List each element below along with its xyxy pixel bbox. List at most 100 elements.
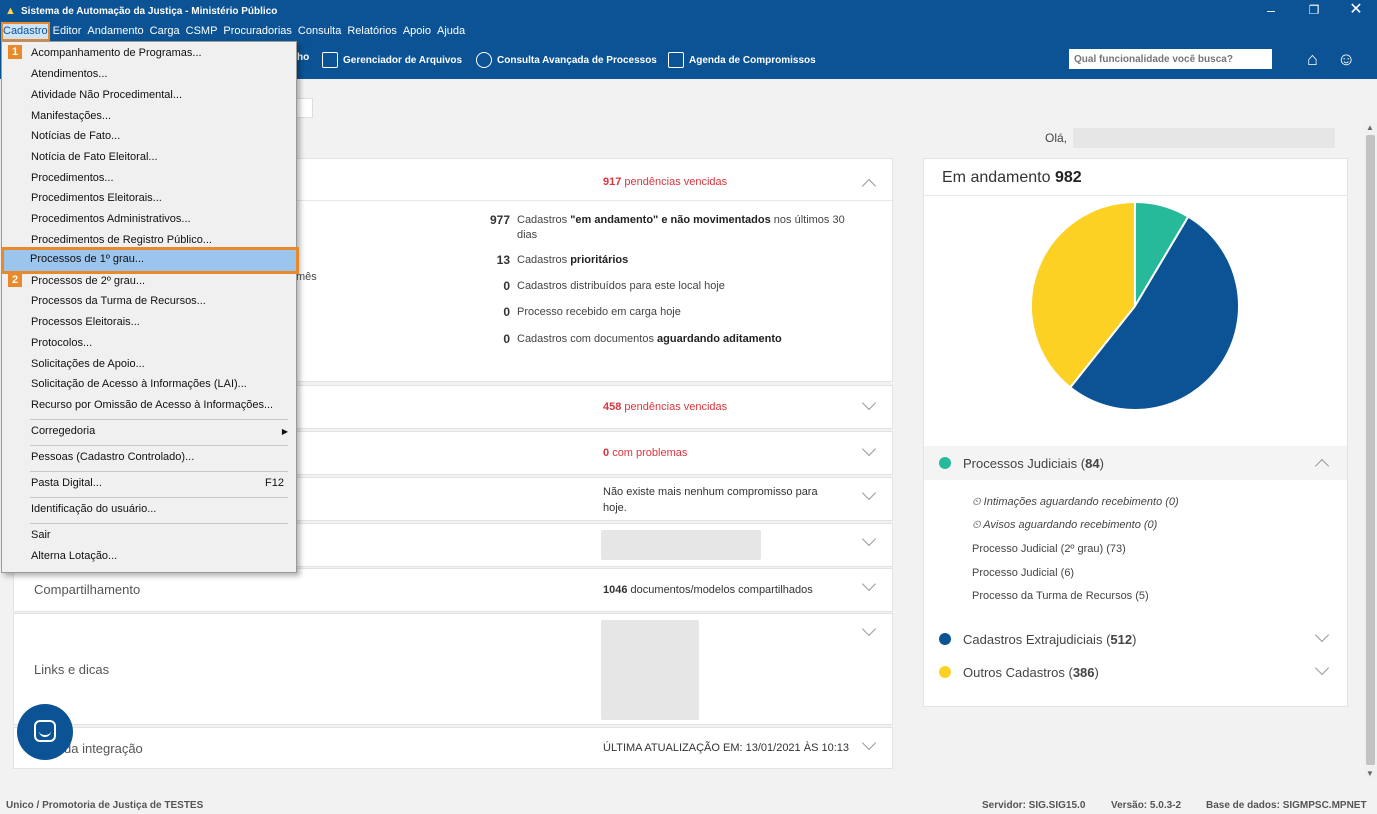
menu-item-protocolos[interactable]: Protocolos... [31, 337, 93, 349]
panel-integracao[interactable]: da integração ÚLTIMA ATUALIZAÇÃO EM: 13/… [13, 727, 893, 769]
chat-icon [34, 720, 56, 742]
expand-chevron-icon[interactable] [861, 485, 877, 501]
menu-item-acompanhamento[interactable]: Acompanhamento de Programas... [31, 47, 202, 59]
filter-input[interactable] [296, 98, 313, 118]
expand-chevron-icon[interactable] [861, 576, 877, 592]
pie-slice-cadastros-extrajudiciais[interactable] [1068, 215, 1240, 411]
menu-item-atendimentos[interactable]: Atendimentos... [31, 68, 108, 80]
home-icon[interactable]: ⌂ [1307, 49, 1318, 69]
panel-compartilhamento[interactable]: Compartilhamento 1046 documentos/modelos… [13, 568, 893, 612]
menu-item-processos-2grau[interactable]: Processos de 2º grau... [31, 275, 146, 287]
maximize-button[interactable]: ❐ [1308, 3, 1320, 17]
menu-item-identificacao[interactable]: Identificação do usuário... [31, 503, 157, 515]
close-button[interactable]: ✕ [1349, 1, 1363, 18]
scroll-down-icon[interactable]: ▼ [1366, 769, 1374, 778]
menu-item-sair[interactable]: Sair [31, 529, 51, 541]
scrollbar[interactable]: ▲ ▼ [1364, 123, 1377, 778]
status-bar: Unico / Promotoria de Justiça de TESTES … [0, 798, 1377, 814]
menu-item-corregedoria[interactable]: Corregedoria ▶ [4, 421, 294, 442]
cadastro-dropdown-menu: Acompanhamento de Programas... Atendimen… [1, 41, 299, 573]
expand-chevron-icon[interactable] [1314, 660, 1330, 676]
users-icon[interactable]: ☺ [1337, 49, 1356, 69]
expand-chevron-icon[interactable] [861, 395, 877, 411]
advanced-search-icon [476, 52, 492, 68]
feature-search-input[interactable] [1069, 49, 1272, 69]
sub-item-avisos[interactable]: ⏲ Avisos aguardando recebimento (0) [972, 519, 1158, 531]
menu-item-procedimentos-eleitorais[interactable]: Procedimentos Eleitorais... [31, 192, 162, 204]
expand-chevron-icon[interactable] [861, 531, 877, 547]
menu-consulta[interactable]: Consulta [297, 25, 342, 37]
menu-separator [30, 445, 288, 446]
file-manager-button[interactable]: Gerenciador de Arquivos [322, 52, 462, 68]
menu-item-noticia-eleitoral[interactable]: Notícia de Fato Eleitoral... [31, 151, 158, 163]
toolbar-partial-item[interactable]: ho [297, 52, 309, 63]
minimize-button[interactable]: – [1267, 2, 1275, 18]
expand-chevron-icon[interactable] [861, 735, 877, 751]
sub-item-processo-2grau[interactable]: Processo Judicial (2º grau) (73) [972, 543, 1126, 555]
file-manager-icon [322, 52, 338, 68]
menu-item-manifestacoes[interactable]: Manifestações... [31, 110, 112, 122]
menu-item-alterna-lotacao[interactable]: Alterna Lotação... [31, 550, 118, 562]
panel-links[interactable]: Links e dicas [13, 613, 893, 725]
menu-item-processos-eleitorais[interactable]: Processos Eleitorais... [31, 316, 140, 328]
scrollbar-thumb[interactable] [1366, 135, 1375, 765]
legend-cadastros-extrajudiciais[interactable]: Cadastros Extrajudiciais (512) [924, 622, 1347, 656]
advanced-search-button[interactable]: Consulta Avançada de Processos [476, 52, 657, 68]
sub-item-processo-judicial[interactable]: Processo Judicial (6) [972, 567, 1075, 579]
menu-ajuda[interactable]: Ajuda [436, 25, 466, 37]
menu-item-lai[interactable]: Solicitação de Acesso à Informações (LAI… [31, 378, 247, 390]
expand-chevron-icon[interactable] [861, 621, 877, 637]
menu-item-label: Corregedoria [31, 425, 96, 437]
user-name-redacted [1073, 128, 1335, 148]
menu-item-processos-1grau[interactable]: Processos de 1º grau... [1, 247, 299, 274]
redacted-content [601, 620, 699, 720]
menu-csmp[interactable]: CSMP [185, 25, 218, 37]
panel-label: da integração [64, 741, 143, 756]
expand-chevron-icon[interactable] [1314, 627, 1330, 643]
menu-item-noticias-fato[interactable]: Notícias de Fato... [31, 130, 121, 142]
toolbar-partial-label: ho [297, 52, 310, 63]
menu-item-recurso-omissao[interactable]: Recurso por Omissão de Acesso à Informaç… [31, 399, 274, 411]
collapse-chevron-icon[interactable] [1314, 458, 1330, 474]
chat-icon-smile [39, 731, 51, 737]
agenda-button[interactable]: Agenda de Compromissos [668, 52, 816, 68]
scroll-up-icon[interactable]: ▲ [1366, 123, 1374, 132]
legend-processos-judiciais[interactable]: Processos Judiciais (84) [924, 446, 1347, 480]
menu-item-procedimentos[interactable]: Procedimentos... [31, 172, 114, 184]
sub-item-turma-recursos[interactable]: Processo da Turma de Recursos (5) [972, 590, 1149, 602]
submenu-arrow-icon: ▶ [281, 427, 288, 436]
menu-item-atividade[interactable]: Atividade Não Procedimental... [31, 89, 183, 101]
menu-item-registro-publico[interactable]: Procedimentos de Registro Público... [31, 234, 212, 246]
legend-dot [939, 457, 951, 469]
sub-item-intimacoes[interactable]: ⏲ Intimações aguardando recebimento (0) [972, 496, 1179, 508]
em-andamento-title: Em andamento 982 [942, 169, 1082, 186]
menu-relatorios[interactable]: Relatórios [347, 25, 397, 37]
menu-item-pasta-digital[interactable]: Pasta Digital... F12 [4, 473, 294, 494]
stat-row: 0 Cadastros distribuídos para este local… [503, 279, 725, 293]
menu-editor[interactable]: Editor [52, 25, 82, 37]
stat-row: 0 Cadastros com documentos aguardando ad… [503, 332, 782, 346]
panel-label: Compartilhamento [34, 582, 141, 597]
menu-item-solicitacoes-apoio[interactable]: Solicitações de Apoio... [31, 358, 145, 370]
stat-row: 977 Cadastros "em andamento" e não movim… [489, 213, 845, 241]
menu-item-turma-recursos[interactable]: Processos da Turma de Recursos... [31, 295, 206, 307]
pie-slice-outros-cadastros[interactable] [1030, 200, 1136, 389]
menu-item-pessoas[interactable]: Pessoas (Cadastro Controlado)... [31, 451, 195, 463]
panel-status: 1046 documentos/modelos compartilhados [603, 584, 813, 596]
status-database: Base de dados: SIGMPSC.MPNET [1206, 800, 1367, 811]
clock-icon: ⏲ [972, 519, 981, 531]
menu-apoio[interactable]: Apoio [402, 25, 431, 37]
expand-chevron-icon[interactable] [861, 441, 877, 457]
pending-panel-header[interactable] [14, 159, 892, 201]
menu-item-procedimentos-administrativos[interactable]: Procedimentos Administrativos... [31, 213, 191, 225]
menu-carga[interactable]: Carga [149, 25, 180, 37]
menu-andamento[interactable]: Andamento [87, 25, 144, 37]
calendar-icon [668, 52, 684, 68]
app-logo-icon: ▲ [5, 5, 16, 17]
menu-procuradorias[interactable]: Procuradorias [223, 25, 292, 37]
chat-button[interactable] [17, 704, 73, 760]
menu-cadastro[interactable]: Cadastro [1, 22, 50, 41]
legend-outros-cadastros[interactable]: Outros Cadastros (386) [924, 655, 1347, 689]
menu-item-label: Pasta Digital... [31, 477, 102, 489]
step-badge-1: 1 [8, 45, 22, 59]
